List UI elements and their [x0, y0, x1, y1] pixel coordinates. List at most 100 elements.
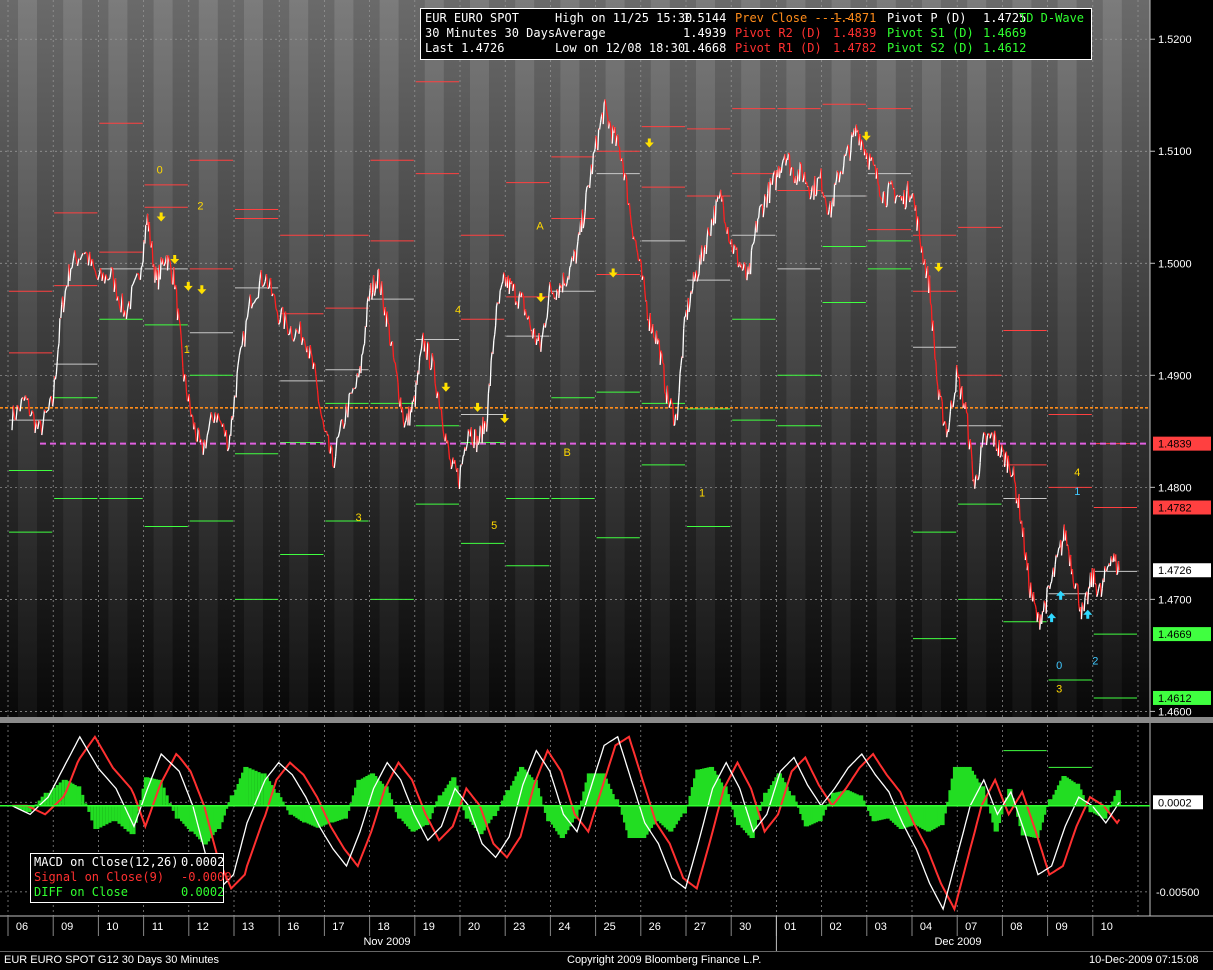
price-segment-up: [253, 303, 254, 304]
price-segment-down: [180, 325, 181, 335]
price-segment-down: [178, 309, 179, 319]
status-bar: EUR EURO SPOT G12 30 Days 30 Minutes Cop…: [0, 951, 1213, 970]
price-segment-up: [488, 384, 489, 394]
price-segment-up: [683, 329, 684, 358]
price-segment-down: [475, 429, 476, 430]
price-segment-down: [1072, 569, 1073, 582]
price-segment-up: [363, 347, 364, 354]
wave-label: 3: [356, 512, 362, 524]
macd-legend-cell: Signal on Close(9): [34, 870, 164, 885]
header-cell: Pivot R1 (D): [735, 41, 822, 56]
price-segment-down: [563, 273, 564, 286]
price-segment-down: [653, 324, 654, 337]
price-segment-down: [425, 341, 426, 357]
session-band: [1012, 0, 1031, 717]
price-segment-down: [449, 448, 450, 459]
price-segment-down: [977, 475, 978, 480]
price-segment-down: [557, 289, 558, 291]
price-segment-down: [884, 192, 885, 203]
price-segment-up: [451, 465, 452, 469]
price-segment-down: [387, 312, 388, 323]
price-segment-down: [379, 269, 380, 291]
price-segment-down: [873, 158, 874, 165]
price-segment-up: [759, 207, 760, 217]
price-segment-down: [190, 407, 191, 417]
price-segment-up: [533, 329, 534, 339]
macd-legend-cell: 0.0002: [181, 855, 224, 870]
price-segment-up: [719, 196, 720, 199]
price-segment-down: [1068, 545, 1069, 551]
price-segment-down: [664, 364, 665, 391]
price-segment-down: [966, 402, 967, 413]
price-segment-up: [362, 353, 363, 355]
header-cell: 1.4612: [983, 41, 1026, 56]
price-segment-up: [781, 164, 782, 172]
price-tag-label: 1.4612: [1158, 693, 1192, 705]
price-segment-up: [1104, 566, 1105, 582]
price-segment-down: [311, 353, 312, 357]
price-segment-up: [467, 441, 468, 447]
price-segment-down: [951, 401, 952, 407]
price-segment-down: [1034, 592, 1035, 603]
price-segment-down: [438, 392, 439, 394]
price-segment-up: [58, 343, 59, 349]
x-tick-label: 06: [16, 921, 28, 933]
price-segment-up: [421, 348, 422, 353]
price-segment-up: [466, 447, 467, 451]
price-segment-up: [1037, 612, 1038, 622]
header-cell: Pivot S2 (D): [887, 41, 974, 56]
price-segment-up: [690, 291, 691, 304]
x-tick-label: 02: [829, 921, 841, 933]
price-segment-up: [587, 186, 588, 187]
price-segment-down: [1024, 528, 1025, 555]
price-segment-up: [545, 321, 546, 328]
wave-label: 0: [1056, 660, 1062, 672]
price-segment-down: [324, 427, 325, 431]
price-segment-up: [689, 304, 690, 312]
price-segment-up: [990, 435, 991, 439]
price-segment-up: [570, 266, 571, 268]
price-segment-up: [487, 418, 488, 432]
price-segment-down: [1094, 569, 1095, 585]
price-segment-up: [603, 104, 604, 125]
wave-label: 1: [184, 344, 190, 356]
price-segment-up: [783, 159, 784, 160]
price-segment-up: [493, 340, 494, 354]
price-segment-down: [434, 362, 435, 383]
price-tag-label: 1.4782: [1158, 503, 1192, 515]
x-tick-label: 16: [287, 921, 299, 933]
price-segment-up: [420, 353, 421, 357]
x-tick-label: 11: [152, 921, 163, 933]
price-segment-down: [515, 284, 516, 304]
price-segment-up: [573, 250, 574, 261]
price-segment-down: [808, 186, 809, 192]
price-segment-down: [610, 121, 611, 125]
price-segment-down: [995, 431, 996, 436]
price-segment-up: [782, 160, 783, 164]
price-segment-down: [930, 276, 931, 304]
price-segment-down: [323, 420, 324, 427]
price-segment-down: [1031, 583, 1032, 597]
price-segment-down: [640, 259, 641, 263]
price-segment-down: [1076, 583, 1077, 584]
price-segment-down: [185, 374, 186, 375]
price-segment-down: [862, 140, 863, 143]
price-segment-down: [610, 125, 611, 131]
price-segment-up: [1011, 476, 1012, 477]
price-segment-up: [141, 266, 142, 268]
header-cell: 1.4871: [833, 11, 876, 26]
price-segment-down: [440, 409, 441, 410]
session-band: [380, 0, 399, 717]
price-segment-up: [906, 190, 907, 207]
price-segment-up: [899, 196, 900, 197]
price-segment-down: [389, 324, 390, 345]
price-segment-down: [332, 448, 333, 466]
price-segment-down: [723, 206, 724, 222]
price-segment-down: [970, 439, 971, 447]
price-segment-up: [61, 305, 62, 319]
price-segment-down: [1077, 584, 1078, 585]
price-segment-up: [55, 375, 56, 380]
price-segment-down: [523, 293, 524, 297]
session-band: [244, 0, 263, 717]
wave-label: B: [563, 447, 570, 459]
